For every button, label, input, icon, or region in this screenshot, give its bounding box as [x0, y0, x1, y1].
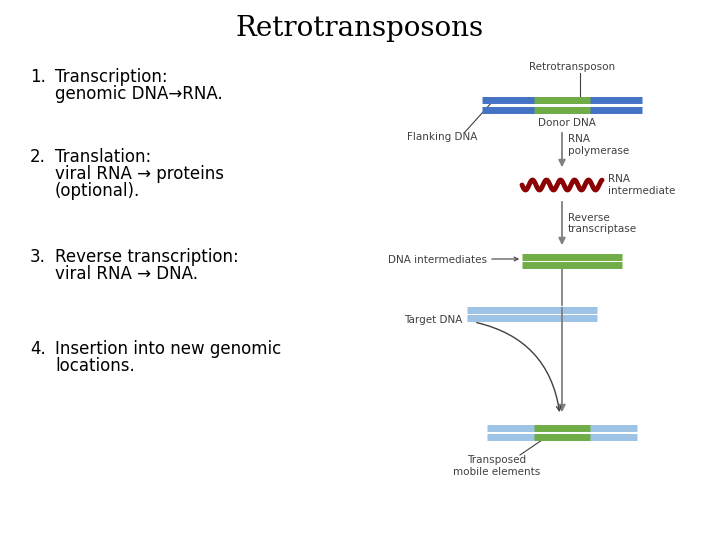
- Text: RNA
polymerase: RNA polymerase: [568, 134, 629, 156]
- Text: 4.: 4.: [30, 340, 46, 358]
- Text: Translation:: Translation:: [55, 148, 151, 166]
- Text: genomic DNA→RNA.: genomic DNA→RNA.: [55, 85, 222, 103]
- Text: viral RNA → proteins: viral RNA → proteins: [55, 165, 224, 183]
- Text: RNA
intermediate: RNA intermediate: [608, 174, 675, 196]
- Text: (optional).: (optional).: [55, 182, 140, 200]
- Text: Insertion into new genomic: Insertion into new genomic: [55, 340, 282, 358]
- Text: 1.: 1.: [30, 68, 46, 86]
- Text: 2.: 2.: [30, 148, 46, 166]
- Text: Transcription:: Transcription:: [55, 68, 168, 86]
- Text: locations.: locations.: [55, 357, 135, 375]
- Text: 3.: 3.: [30, 248, 46, 266]
- Text: Target DNA: Target DNA: [404, 315, 462, 325]
- Text: Donor DNA: Donor DNA: [538, 118, 596, 128]
- Text: viral RNA → DNA.: viral RNA → DNA.: [55, 265, 198, 283]
- Text: Reverse
transcriptase: Reverse transcriptase: [568, 213, 637, 234]
- Text: Retrotransposons: Retrotransposons: [236, 15, 484, 42]
- Text: Flanking DNA: Flanking DNA: [407, 132, 477, 142]
- FancyArrowPatch shape: [477, 322, 561, 411]
- Text: Transposed
mobile elements: Transposed mobile elements: [454, 455, 541, 477]
- Text: DNA intermediates: DNA intermediates: [388, 255, 487, 265]
- Text: Retrotransposon: Retrotransposon: [529, 62, 615, 72]
- Text: Reverse transcription:: Reverse transcription:: [55, 248, 239, 266]
